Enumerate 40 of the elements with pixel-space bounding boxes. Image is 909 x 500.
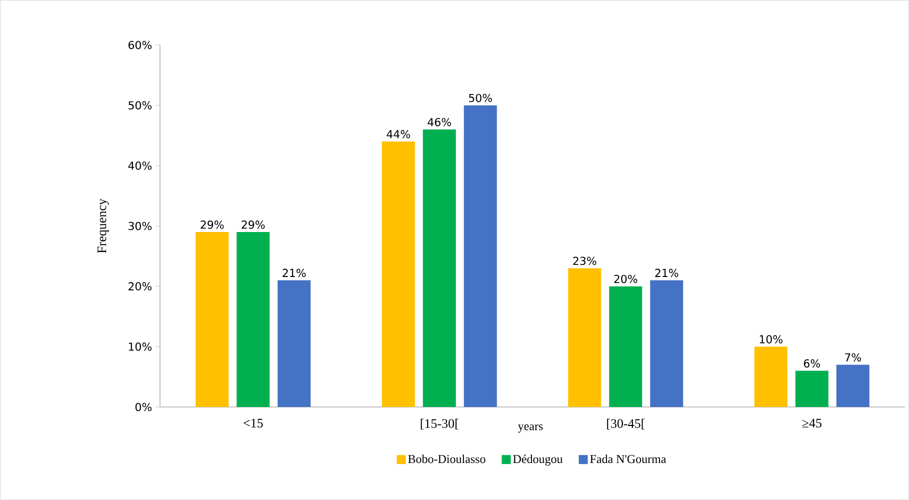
data-label: 6% [804,359,820,368]
y-axis-title: Frequency [98,198,109,254]
bar [836,364,870,407]
x-axis-title: years [518,424,543,433]
x-tick-label: ≥45 [802,418,822,428]
data-label: 20% [614,274,638,284]
y-tick-label: 20% [128,282,152,290]
data-label: 50% [469,94,492,102]
data-label: 7% [845,353,861,362]
bar [422,129,456,407]
data-label: 21% [282,268,306,278]
data-label: 21% [655,268,678,278]
x-tick-label: [15-30[ [420,418,458,430]
bar [196,232,229,407]
data-label: 29% [242,220,265,229]
data-label: 46% [428,118,451,126]
legend-label: Fada N'Gourma [590,454,666,464]
data-label: 29% [200,220,224,229]
bar [236,232,270,407]
bar [795,370,828,407]
y-tick-label: 10% [128,342,152,351]
legend-label: Bobo-Dioulasso [408,454,486,464]
bar [278,280,311,407]
bar [754,346,788,407]
bar [609,286,642,407]
data-label: 23% [573,256,596,266]
data-label: 10% [760,335,782,344]
legend-label: Dédougou [513,454,563,466]
bar [382,142,415,407]
y-tick-label: 0% [135,402,152,412]
y-tick-label: 40% [128,162,152,170]
data-label: 44% [386,130,410,138]
bar [568,268,602,407]
y-tick-label: 30% [128,222,152,230]
bar [464,105,497,407]
x-tick-label: [30-45[ [607,418,645,430]
x-tick-label: <15 [244,418,263,428]
y-tick-label: 50% [128,101,152,110]
y-tick-label: 60% [128,40,152,50]
bar [650,280,684,407]
